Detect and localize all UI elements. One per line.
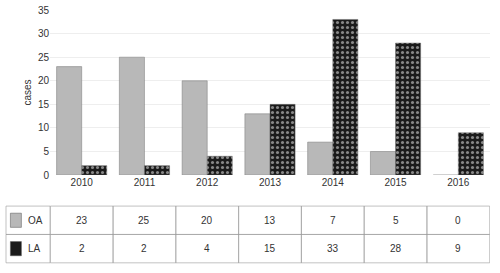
svg-text:13: 13 — [264, 215, 276, 226]
svg-text:0: 0 — [43, 170, 49, 181]
svg-text:2011: 2011 — [134, 177, 156, 188]
svg-text:20: 20 — [38, 75, 50, 86]
svg-text:35: 35 — [38, 5, 50, 16]
svg-text:15: 15 — [264, 243, 276, 254]
svg-text:10: 10 — [38, 122, 50, 133]
svg-text:25: 25 — [38, 52, 50, 63]
svg-text:30: 30 — [38, 28, 50, 39]
svg-text:9: 9 — [455, 243, 461, 254]
svg-text:2: 2 — [141, 243, 147, 254]
svg-text:2012: 2012 — [196, 177, 219, 188]
svg-text:4: 4 — [204, 243, 210, 254]
svg-text:23: 23 — [76, 215, 88, 226]
svg-text:OA: OA — [28, 215, 43, 226]
svg-text:0: 0 — [455, 215, 461, 226]
svg-text:33: 33 — [327, 243, 339, 254]
svg-text:15: 15 — [38, 99, 50, 110]
svg-text:LA: LA — [28, 243, 41, 254]
svg-text:25: 25 — [138, 215, 150, 226]
svg-text:2016: 2016 — [447, 177, 470, 188]
svg-text:20: 20 — [201, 215, 213, 226]
svg-text:2: 2 — [79, 243, 85, 254]
svg-text:28: 28 — [390, 243, 402, 254]
svg-text:2013: 2013 — [259, 177, 282, 188]
svg-text:2010: 2010 — [71, 177, 94, 188]
svg-text:5: 5 — [393, 215, 399, 226]
svg-text:5: 5 — [43, 146, 49, 157]
svg-text:7: 7 — [330, 215, 336, 226]
svg-text:2015: 2015 — [384, 177, 407, 188]
svg-text:2014: 2014 — [322, 177, 345, 188]
svg-text:cases: cases — [22, 79, 33, 105]
